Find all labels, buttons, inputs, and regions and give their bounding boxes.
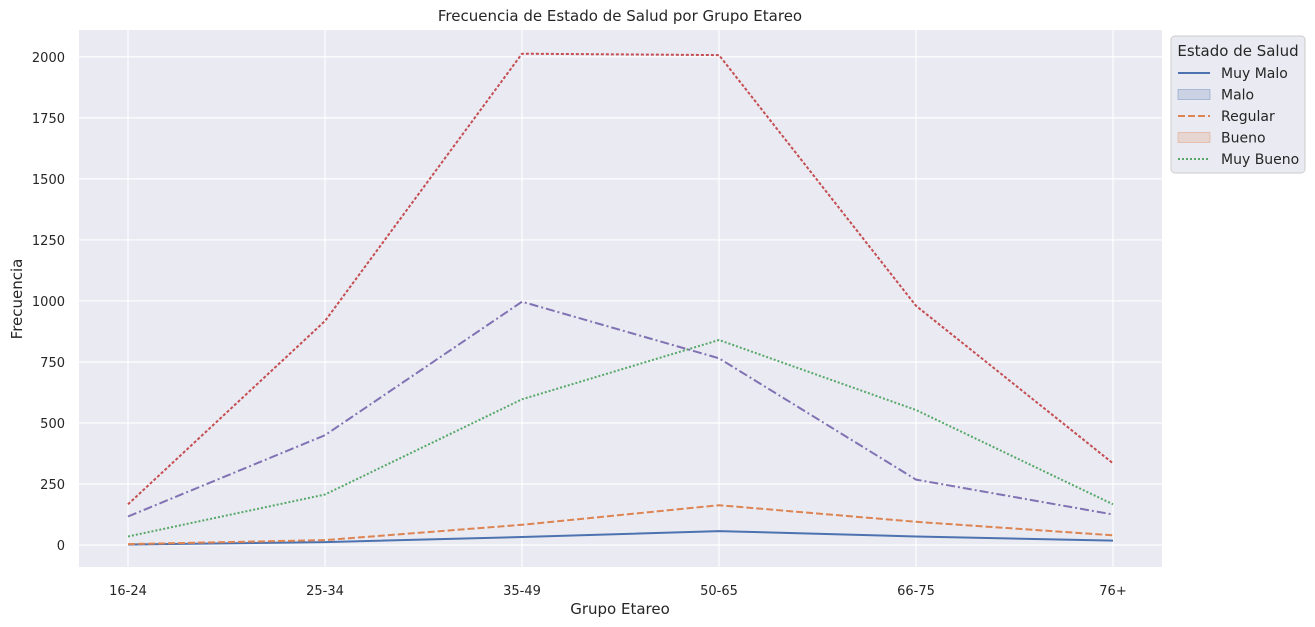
y-tick-label: 750 <box>40 356 65 371</box>
y-tick-label: 1250 <box>32 234 65 249</box>
legend-swatch <box>1177 89 1211 100</box>
y-tick-label: 1500 <box>32 173 65 188</box>
x-tick-label: 16-24 <box>109 584 147 599</box>
series-line-1 <box>127 530 1114 546</box>
legend-entries: Muy Malo Malo Regular Bueno Muy Bueno <box>1177 66 1299 168</box>
legend-label: Regular <box>1221 109 1275 125</box>
x-tick-label: 25-34 <box>306 584 344 599</box>
legend-label: Malo <box>1221 88 1254 104</box>
legend: Estado de Salud Muy Malo Malo Regular Bueno… <box>1170 35 1306 174</box>
x-axis-label: Grupo Etareo <box>570 600 670 618</box>
chart-title: Frecuencia de Estado de Salud por Grupo … <box>438 7 802 25</box>
x-tick-label: 76+ <box>1099 584 1126 599</box>
series-line-2 <box>127 504 1114 546</box>
plot-background <box>79 30 1162 567</box>
x-tick-label: 50-65 <box>700 584 738 599</box>
y-axis-label: Frecuencia <box>8 259 26 340</box>
series-line-5 <box>127 300 1114 518</box>
y-tick-label: 1000 <box>32 295 65 310</box>
y-tick-labels: 0 250 500 750 1000 1250 1500 1750 2000 <box>32 51 65 554</box>
legend-label: Muy Bueno <box>1221 152 1299 168</box>
y-tick-label: 250 <box>40 478 65 493</box>
legend-label: Muy Malo <box>1221 66 1288 82</box>
x-tick-label: 66-75 <box>897 584 935 599</box>
legend-swatch <box>1177 132 1211 143</box>
series-layer <box>127 52 1114 546</box>
y-tick-label: 2000 <box>32 51 65 66</box>
x-tick-label: 35-49 <box>503 584 541 599</box>
legend-title: Estado de Salud <box>1177 42 1298 60</box>
legend-label: Bueno <box>1221 131 1266 147</box>
grid <box>79 30 1162 567</box>
legend-frame <box>1170 35 1306 174</box>
x-tick-labels: 16-24 25-34 35-49 50-65 66-75 76+ <box>109 584 1127 599</box>
y-tick-label: 500 <box>40 417 65 432</box>
y-tick-label: 1750 <box>32 112 65 127</box>
y-tick-label: 0 <box>57 539 65 554</box>
